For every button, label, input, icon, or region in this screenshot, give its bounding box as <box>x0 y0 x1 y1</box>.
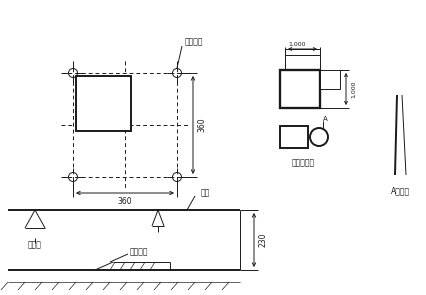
Bar <box>284 55 319 70</box>
Bar <box>319 70 339 89</box>
Text: 採水ます: 採水ます <box>130 248 148 256</box>
Text: A部詳細: A部詳細 <box>391 186 410 196</box>
Text: 採水ます: 採水ます <box>184 37 203 47</box>
Text: 採水ます図: 採水ます図 <box>291 158 314 168</box>
Bar <box>279 70 319 108</box>
Text: 230: 230 <box>258 233 267 247</box>
Text: 360: 360 <box>197 118 206 132</box>
Text: A: A <box>322 116 327 122</box>
Text: 1,000: 1,000 <box>351 80 356 98</box>
Bar <box>279 126 307 148</box>
Text: ヘッド: ヘッド <box>28 240 42 250</box>
Text: 天井: 天井 <box>201 189 210 197</box>
Text: 360: 360 <box>118 196 132 206</box>
Text: 1,000: 1,000 <box>287 42 305 47</box>
Bar <box>76 76 131 131</box>
